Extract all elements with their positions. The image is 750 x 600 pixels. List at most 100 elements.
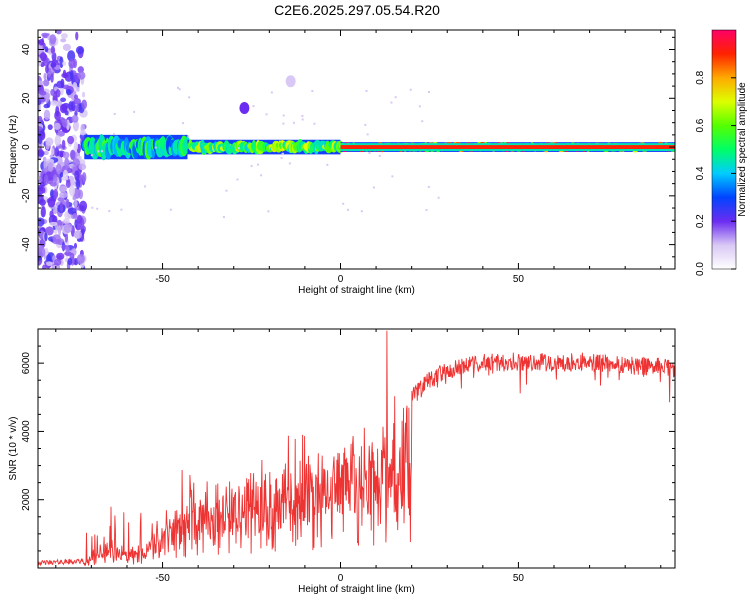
- noise-speckle: [54, 229, 58, 234]
- spectrogram-x-axis-label: Height of straight line (km): [298, 285, 415, 296]
- noise-speckle: [74, 200, 78, 208]
- noise-speckle: [58, 185, 68, 193]
- noise-speckle: [59, 191, 68, 199]
- colorbar-gradient: [712, 30, 736, 269]
- noise-speckle: [45, 65, 49, 74]
- noise-speckle: [68, 59, 76, 69]
- scatter-speckle: [91, 206, 94, 209]
- spectrogram-y-tick-label: -40: [21, 237, 32, 252]
- noise-speckle: [52, 206, 58, 215]
- scatter-speckle: [288, 162, 291, 165]
- scatter-speckle: [267, 210, 270, 213]
- scatter-speckle: [427, 91, 430, 94]
- noise-speckle: [40, 61, 45, 68]
- noise-speckle: [60, 33, 68, 39]
- noise-speckle: [40, 206, 46, 218]
- scatter-speckle: [364, 123, 367, 126]
- noise-speckle: [63, 223, 73, 233]
- scatter-speckle: [394, 96, 397, 99]
- noise-speckle: [55, 163, 62, 175]
- noise-speckle: [44, 46, 49, 53]
- noise-speckle: [59, 103, 68, 114]
- noise-speckle: [69, 149, 76, 160]
- noise-speckle: [76, 87, 80, 93]
- noise-speckle: [43, 150, 49, 156]
- noise-speckle: [59, 201, 64, 214]
- scatter-speckle: [154, 146, 157, 149]
- noise-speckle: [53, 174, 58, 184]
- scatter-speckle: [177, 86, 180, 89]
- spectral-blob: [285, 75, 296, 88]
- noise-speckle: [77, 66, 84, 74]
- snr-y-tick-label: 4000: [21, 420, 32, 443]
- carrier-core: [340, 145, 675, 150]
- scatter-speckle: [418, 105, 421, 108]
- scatter-speckle: [281, 152, 284, 155]
- noise-speckle: [73, 98, 82, 105]
- noise-speckle: [64, 257, 69, 263]
- noise-speckle: [43, 72, 47, 81]
- snr-x-axis-label: Height of straight line (km): [298, 584, 415, 595]
- scatter-speckle: [301, 114, 304, 117]
- noise-speckle: [62, 151, 70, 159]
- noise-speckle: [39, 198, 46, 206]
- scatter-speckle: [100, 150, 103, 153]
- noise-speckle: [53, 258, 62, 266]
- noise-speckle: [59, 151, 64, 158]
- scatter-speckle: [236, 178, 239, 181]
- page-title: C2E6.2025.297.05.54.R20: [274, 2, 440, 18]
- noise-speckle: [76, 253, 85, 264]
- noise-speckle: [67, 50, 76, 62]
- snr-plot-frame: [37, 328, 676, 569]
- snr-y-axis-label: SNR (10 * v/v): [8, 417, 19, 481]
- noise-speckle: [42, 79, 50, 87]
- noise-speckle: [39, 96, 46, 103]
- noise-speckle: [62, 169, 69, 180]
- noise-speckle: [54, 147, 60, 157]
- noise-speckle: [81, 172, 87, 183]
- noise-speckle: [47, 124, 53, 130]
- colorbar: 0.0 0.2 0.4 0.6 0.8 Normalized spectral ampli…: [695, 29, 748, 276]
- noise-speckle: [38, 80, 44, 86]
- noise-speckle: [38, 147, 43, 156]
- spectrogram-plot-frame: [37, 29, 676, 270]
- scatter-speckle: [292, 121, 295, 124]
- noise-speckle: [45, 137, 54, 146]
- spectrogram-y-tick-label: -20: [21, 188, 32, 203]
- spectrogram-y-tick-label: 0: [21, 144, 32, 150]
- noise-speckle: [72, 120, 79, 132]
- noise-speckle: [38, 126, 43, 132]
- scatter-speckle: [120, 208, 123, 211]
- noise-speckle: [79, 130, 87, 136]
- noise-speckle: [38, 38, 45, 46]
- scatter-speckle: [188, 96, 191, 99]
- scatter-speckle: [313, 122, 316, 125]
- scatter-speckle: [187, 135, 190, 138]
- noise-speckle: [81, 91, 86, 98]
- noise-speckle: [52, 239, 62, 245]
- noise-speckle: [41, 32, 50, 37]
- spectral-blob: [239, 102, 250, 115]
- noise-speckle: [54, 134, 62, 147]
- noise-speckle: [53, 188, 59, 200]
- scatter-speckle: [260, 174, 263, 177]
- noise-speckle: [73, 230, 82, 239]
- noise-speckle: [38, 246, 46, 258]
- scatter-speckle: [409, 88, 412, 91]
- spectrogram-y-tick-label: 20: [21, 92, 32, 104]
- scatter-speckle: [378, 154, 381, 157]
- noise-speckle: [39, 90, 47, 96]
- noise-speckle: [64, 232, 69, 243]
- noise-speckle: [64, 157, 70, 168]
- noise-speckle: [66, 198, 70, 209]
- noise-speckle: [49, 189, 55, 199]
- noise-speckle: [73, 242, 78, 249]
- colorbar-tick-label: 0.4: [695, 166, 706, 180]
- snr-y-tick-label: 2000: [21, 488, 32, 511]
- scatter-speckle: [169, 208, 172, 211]
- scatter-speckle: [252, 105, 255, 108]
- noise-speckle: [65, 246, 70, 254]
- noise-speckle: [50, 147, 55, 156]
- snr-x-tick-label: -50: [155, 573, 170, 584]
- scatter-speckle: [311, 90, 314, 93]
